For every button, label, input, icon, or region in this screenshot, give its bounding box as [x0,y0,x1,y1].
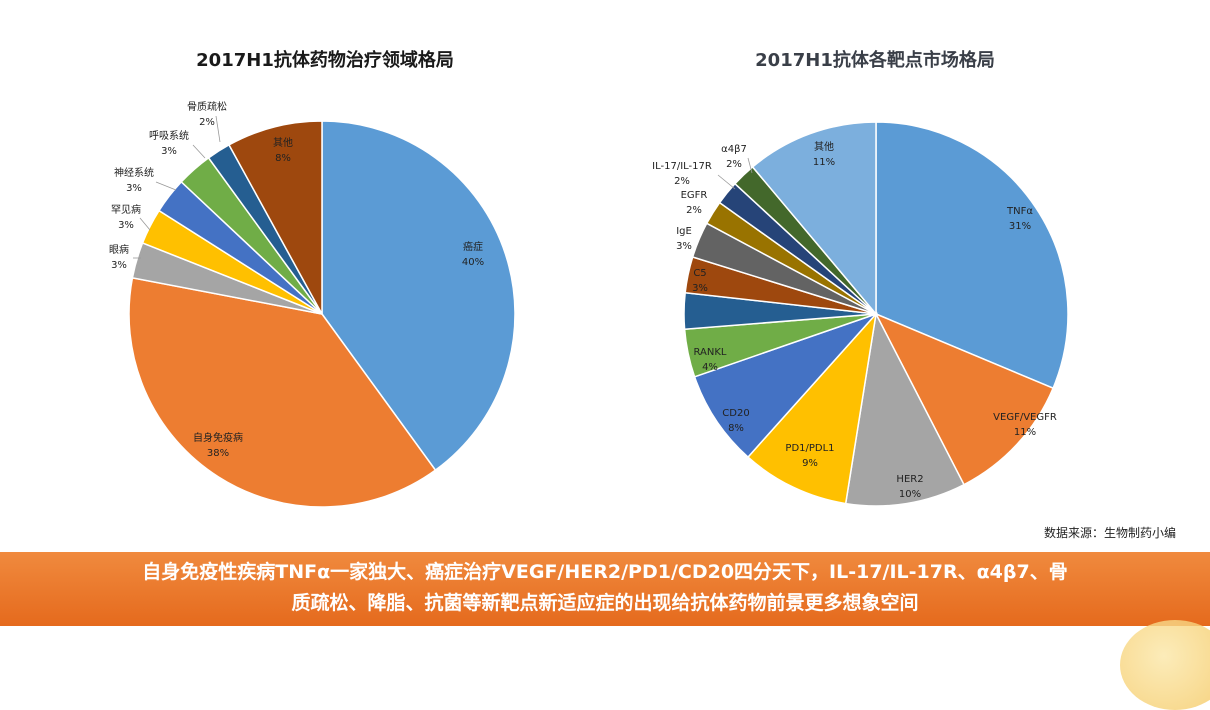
slice-label: 其他 [814,140,834,153]
pie-slice [128,276,437,508]
pie-slice [321,120,516,472]
slice-percent: 31% [1009,221,1031,232]
slice-label: 眼病 [109,243,129,256]
slice-percent: 8% [728,423,744,434]
slice-label: EGFR [681,190,708,201]
slice-percent: 3% [692,283,708,294]
slice-percent: 3% [161,146,177,157]
pie-slice [228,120,323,315]
slice-label: RANKL [694,347,727,358]
pie-therapeutic-areas: 癌症 40% 自身免疫病 38% 眼病 3% 罕见病 3% 神经系统 3% 呼吸系统 3% 骨质疏松 2%… [109,100,516,508]
pie-slice [874,312,1055,486]
slice-label: VEGF/VEGFR [993,412,1057,423]
banner-line-2: 质疏松、降脂、抗菌等新靶点新适应症的出现给抗体药物前景更多想象空间 [291,592,919,614]
slice-percent: 2% [686,205,702,216]
slice-label: 自身免疫病 [193,431,243,444]
slice-percent: 2% [674,176,690,187]
slice-label: 癌症 [463,240,483,253]
leader-line [747,157,753,174]
pie-slice [693,312,879,459]
slice-percent: 2% [726,159,742,170]
slice-label: C5 [693,268,706,279]
slice-percent: 40% [462,257,484,268]
slice-label: 骨质疏松 [187,100,227,113]
slice-percent: 8% [275,153,291,164]
slice-label: 罕见病 [111,203,141,216]
pie-charts: 癌症 40% 自身免疫病 38% 眼病 3% 罕见病 3% 神经系统 3% 呼吸系统 3% 骨质疏松 2%… [109,100,1069,508]
pie-slice [844,311,965,507]
banner-line-1: 自身免疫性疾病TNFα一家独大、癌症治疗VEGF/HER2/PD1/CD20四分… [142,561,1068,583]
slice-label: 神经系统 [114,166,154,179]
slice-percent: 10% [899,489,921,500]
slice-percent: 11% [1014,427,1036,438]
slice-label: HER2 [896,474,923,485]
leader-line [155,181,177,191]
slice-percent: 38% [207,448,229,459]
slice-percent: 9% [802,458,818,469]
slice-label: CD20 [722,408,749,419]
slice-label: IgE [676,226,692,237]
leader-line [139,217,151,231]
pie-targets: TNFα 31% VEGF/VEGFR 11% HER2 10% PD1/PDL1 9% CD2… [652,121,1069,507]
slice-label: 其他 [273,136,293,149]
leader-line [192,144,206,159]
slice-label: TNFα [1006,206,1033,217]
slice-label: IL-17/IL-17R [652,161,712,172]
data-source-note: 数据来源：生物制药小编 [1043,526,1176,540]
slice-label: PD1/PDL1 [785,443,834,454]
slice-percent: 4% [702,362,718,373]
slice-label: 呼吸系统 [149,129,189,142]
pie-slice [746,311,878,505]
slice-percent: 3% [118,220,134,231]
slice-label: α4β7 [721,144,747,155]
chart-title-therapeutic-areas: 2017H1抗体药物治疗领域格局 [196,50,454,71]
slice-percent: 11% [813,157,835,168]
slice-percent: 3% [111,260,127,271]
leader-line [717,174,736,190]
slice-percent: 3% [676,241,692,252]
summary-banner: 自身免疫性疾病TNFα一家独大、癌症治疗VEGF/HER2/PD1/CD20四分… [0,552,1210,626]
pie-slice [875,121,1069,390]
leader-line [215,115,221,143]
chart-title-targets: 2017H1抗体各靶点市场格局 [755,50,995,71]
slice-percent: 3% [126,183,142,194]
slice-percent: 2% [199,117,215,128]
pie-slice [751,121,877,317]
